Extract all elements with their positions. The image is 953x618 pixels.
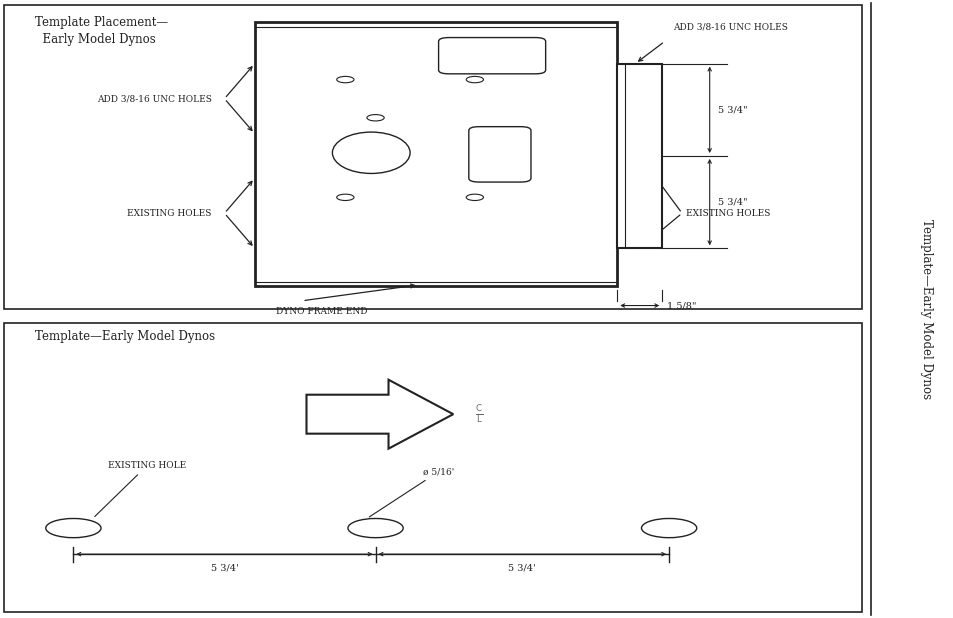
Text: 5 3/4': 5 3/4' xyxy=(508,563,536,572)
Text: EXISTING HOLES: EXISTING HOLES xyxy=(127,209,212,218)
Text: $\mathsf{\frac{C}{L}}$: $\mathsf{\frac{C}{L}}$ xyxy=(475,403,482,425)
Text: 5 3/4': 5 3/4' xyxy=(211,563,238,572)
Text: ADD 3/8-16 UNC HOLES: ADD 3/8-16 UNC HOLES xyxy=(673,23,787,32)
Circle shape xyxy=(46,519,101,538)
Text: EXISTING HOLE: EXISTING HOLE xyxy=(94,461,186,517)
Text: ø 5/16': ø 5/16' xyxy=(369,467,454,517)
Circle shape xyxy=(336,77,354,83)
FancyBboxPatch shape xyxy=(468,127,531,182)
Bar xyxy=(617,64,661,248)
Ellipse shape xyxy=(332,132,410,174)
Text: 1 5/8": 1 5/8" xyxy=(666,301,696,310)
Circle shape xyxy=(336,194,354,200)
Text: Template—Early Model Dynos: Template—Early Model Dynos xyxy=(920,219,932,399)
Text: ADD 3/8-16 UNC HOLES: ADD 3/8-16 UNC HOLES xyxy=(96,94,212,103)
Bar xyxy=(254,22,617,286)
Text: Template Placement—
  Early Model Dynos: Template Placement— Early Model Dynos xyxy=(34,16,168,46)
Polygon shape xyxy=(306,379,453,449)
FancyBboxPatch shape xyxy=(438,38,545,74)
Text: DYNO FRAME END: DYNO FRAME END xyxy=(276,307,368,316)
Circle shape xyxy=(466,77,483,83)
Circle shape xyxy=(466,194,483,200)
Circle shape xyxy=(348,519,403,538)
Text: Template—Early Model Dynos: Template—Early Model Dynos xyxy=(34,330,214,343)
Circle shape xyxy=(640,519,696,538)
Text: 5 3/4": 5 3/4" xyxy=(718,105,747,114)
Text: EXISTING HOLES: EXISTING HOLES xyxy=(685,209,770,218)
Text: 5 3/4": 5 3/4" xyxy=(718,198,747,206)
Circle shape xyxy=(367,114,384,121)
